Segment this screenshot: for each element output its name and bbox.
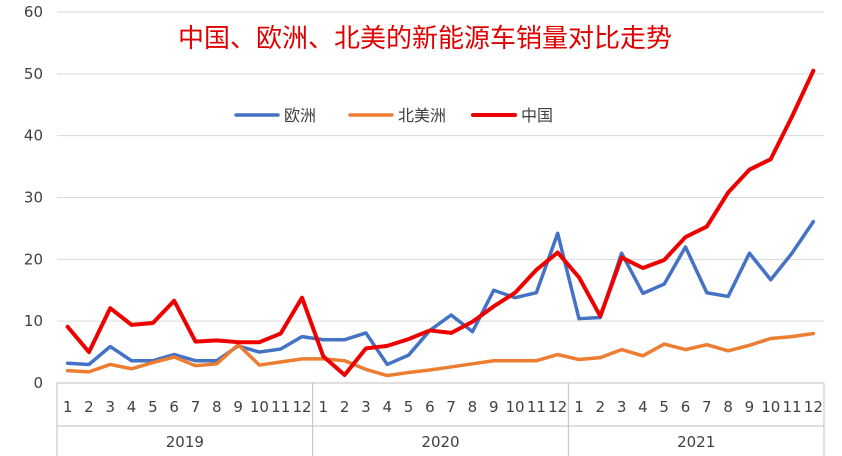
series-line-1 [65,219,816,367]
x-tick-label: 3 [617,398,627,416]
legend: 欧洲 北美洲 中国 [234,106,553,125]
x-tick-label: 12 [548,398,567,416]
x-tick-label: 5 [404,398,414,416]
x-tick-label: 5 [148,398,158,416]
gridlines [57,11,824,322]
legend-label: 北美洲 [398,106,446,125]
x-tick-label: 8 [468,398,478,416]
legend-label: 欧洲 [284,106,316,125]
x-tick-label: 2 [340,398,350,416]
legend-label: 中国 [521,106,553,125]
x-tick-label: 6 [425,398,435,416]
x-tick-label: 3 [361,398,371,416]
x-tick-label: 12 [804,398,823,416]
x-tick-label: 11 [271,398,290,416]
y-tick-label: 60 [24,3,43,21]
series-line-2 [65,331,816,378]
x-tick-label: 9 [233,398,243,416]
x-group-label: 2020 [421,433,459,451]
x-tick-label: 11 [527,398,546,416]
x-tick-label: 4 [638,398,648,416]
x-tick-label: 6 [169,398,179,416]
x-tick-label: 10 [761,398,780,416]
chart-title: 中国、欧洲、北美的新能源车销量对比走势 [178,24,672,54]
x-tick-label: 1 [63,398,73,416]
y-axis-tick-labels: 0 10 20 30 40 50 60 [24,3,43,392]
x-group-label: 2021 [677,433,715,451]
x-tick-label: 9 [489,398,499,416]
x-tick-label: 8 [723,398,733,416]
y-tick-label: 20 [24,250,43,268]
x-tick-label: 8 [212,398,222,416]
x-tick-label: 2 [84,398,94,416]
y-tick-label: 50 [24,65,43,83]
x-tick-label: 7 [702,398,712,416]
y-tick-label: 0 [33,374,43,392]
y-tick-label: 10 [24,312,43,330]
x-tick-label: 3 [105,398,115,416]
x-tick-label: 9 [745,398,755,416]
y-tick-label: 40 [24,127,43,145]
x-tick-label: 7 [446,398,456,416]
x-tick-label: 10 [506,398,525,416]
x-tick-label: 12 [292,398,311,416]
x-tick-label: 1 [319,398,329,416]
x-tick-label: 5 [659,398,669,416]
x-tick-label: 1 [574,398,584,416]
x-group-label: 2019 [166,433,204,451]
series-line-3 [65,68,816,377]
series-lines [65,68,816,378]
y-tick-label: 30 [24,189,43,207]
x-tick-label: 4 [127,398,137,416]
x-tick-label: 11 [782,398,801,416]
x-tick-label: 10 [250,398,269,416]
x-tick-label: 4 [382,398,392,416]
x-tick-label: 6 [681,398,691,416]
x-tick-label: 2 [596,398,606,416]
x-tick-label: 7 [191,398,201,416]
